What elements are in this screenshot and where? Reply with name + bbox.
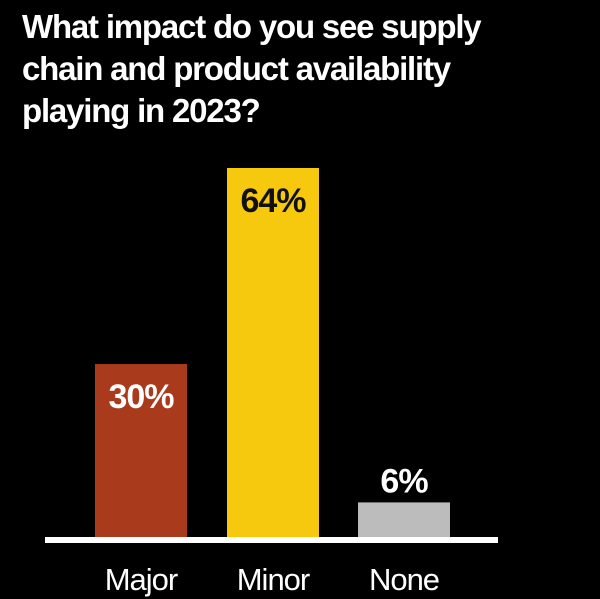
category-label-major: Major <box>105 562 178 597</box>
bar-none <box>358 502 450 537</box>
value-label-major: 30% <box>108 378 174 416</box>
chart-title: What impact do you see supply chain and … <box>22 8 482 129</box>
value-label-none: 6% <box>380 462 428 500</box>
bar-minor <box>227 168 319 537</box>
value-label-minor: 64% <box>240 182 306 220</box>
category-label-minor: Minor <box>237 562 310 597</box>
bar-major <box>95 364 187 537</box>
category-label-none: None <box>369 562 439 597</box>
x-axis-baseline <box>45 537 498 543</box>
